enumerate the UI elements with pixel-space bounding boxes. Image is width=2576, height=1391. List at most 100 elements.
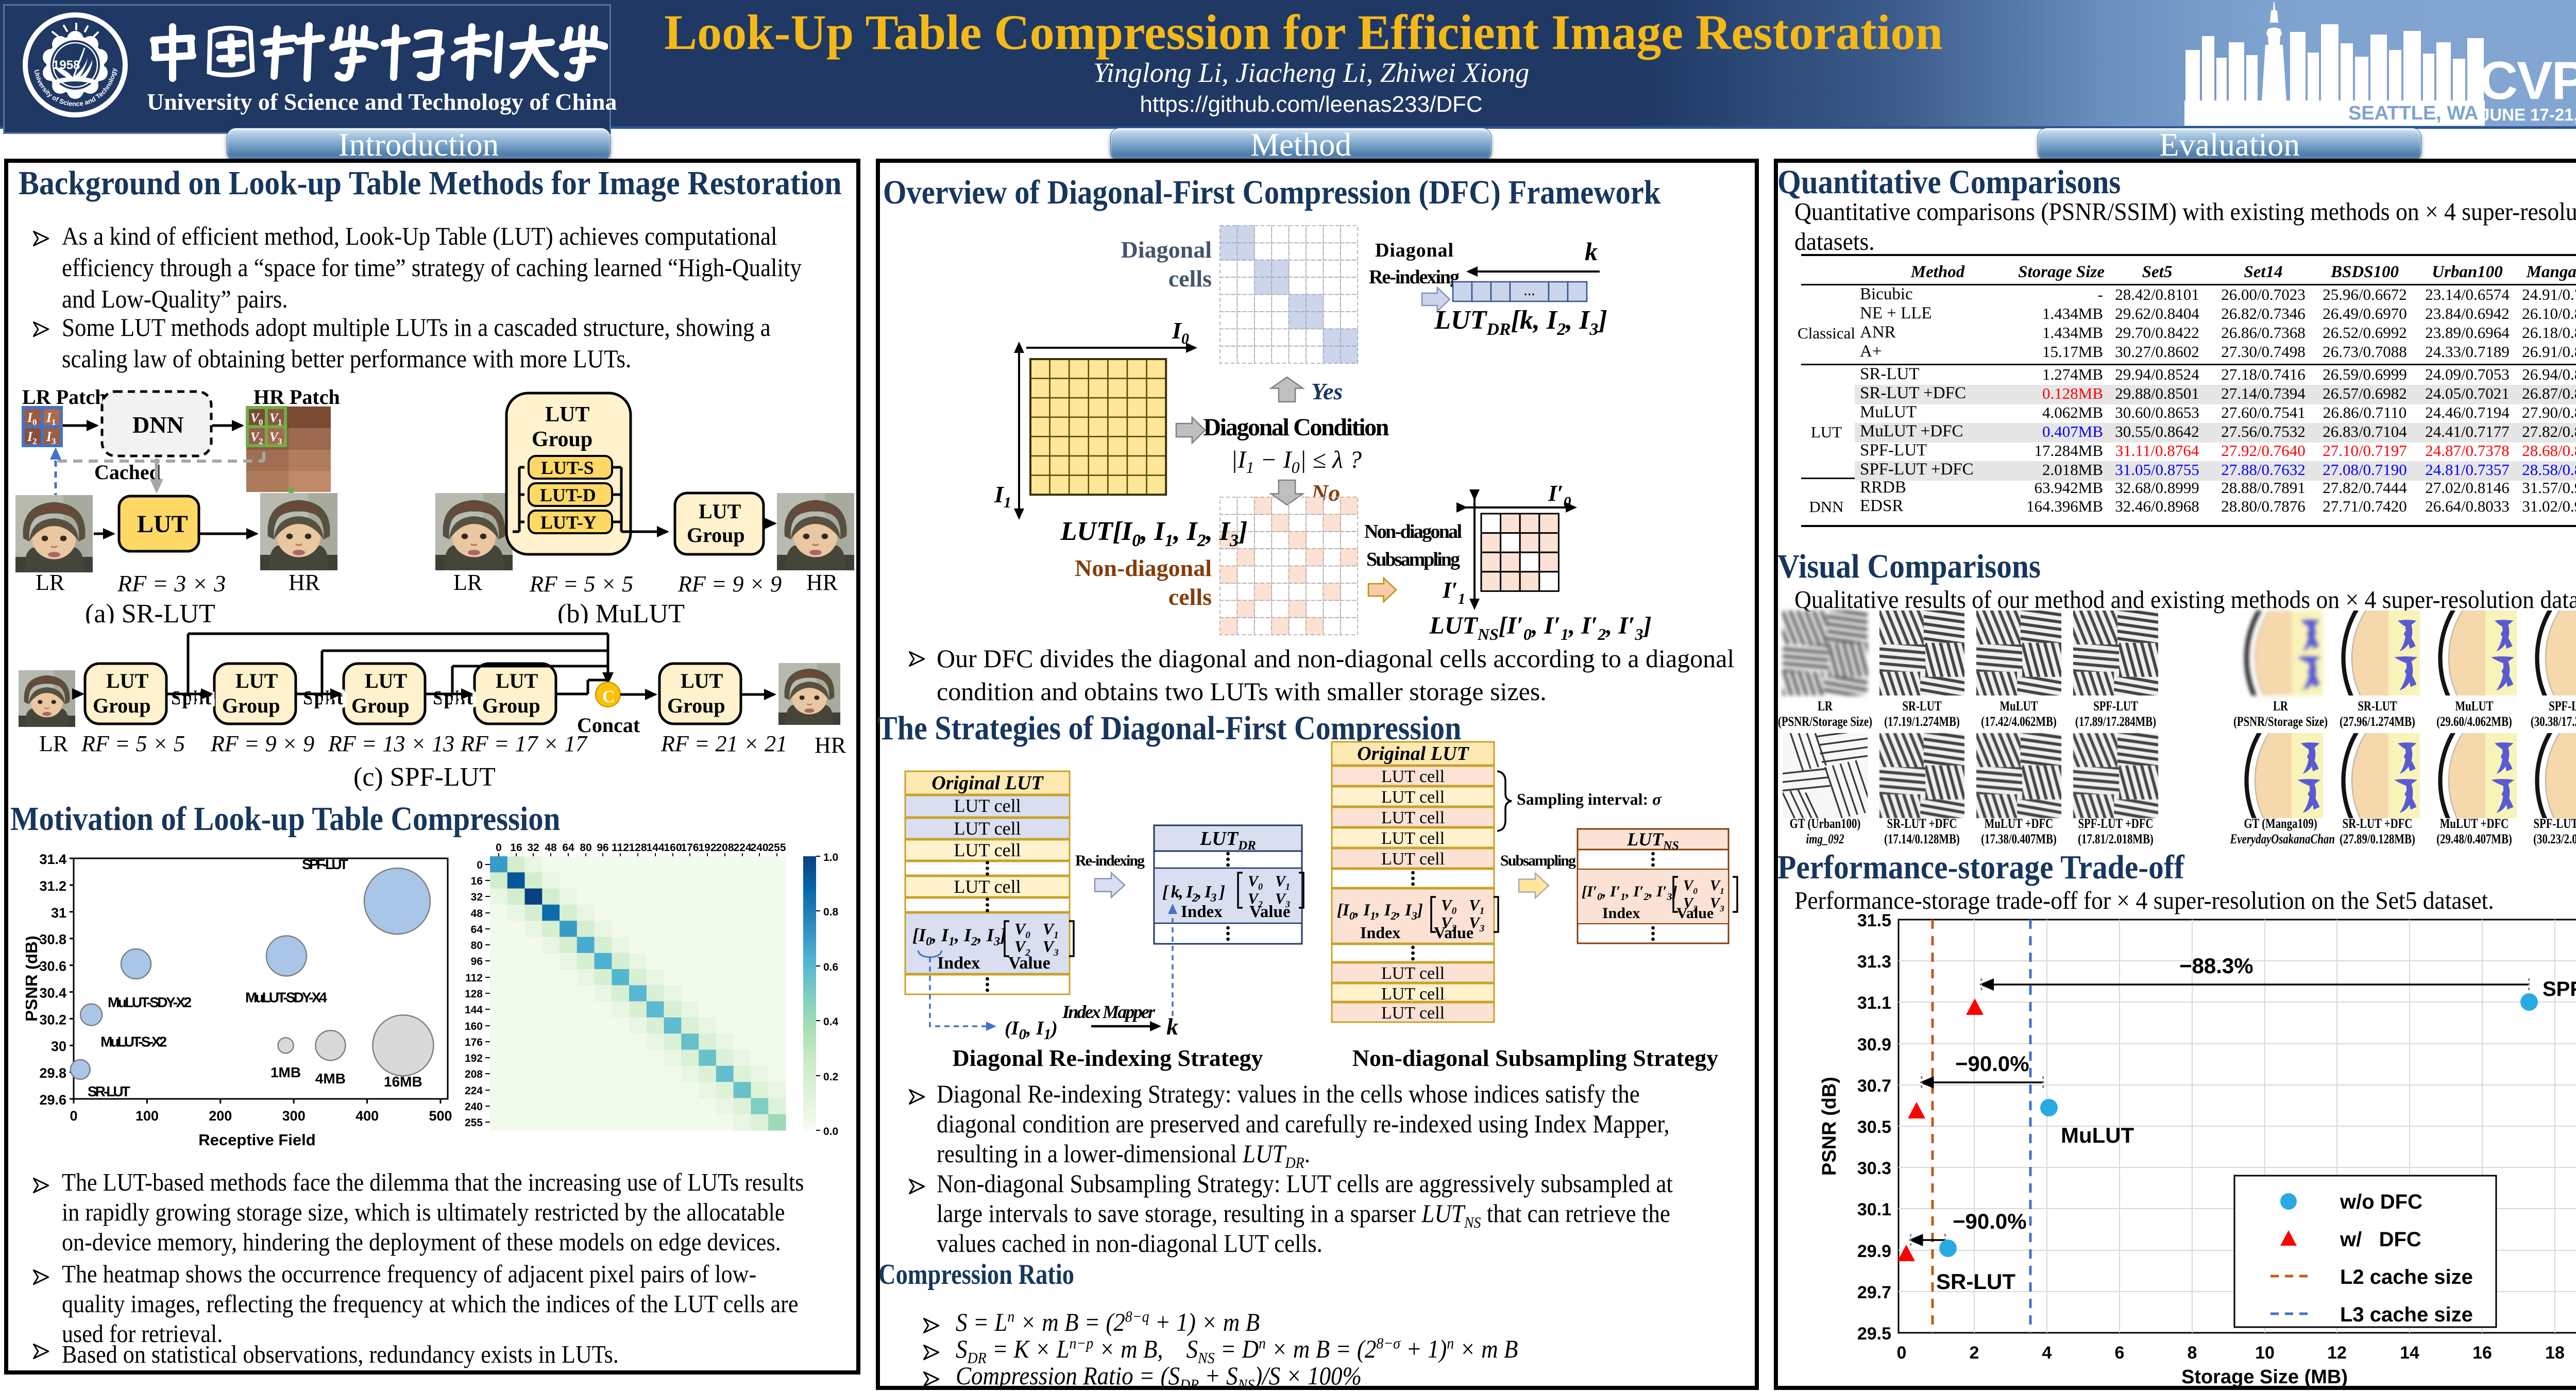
- svg-text:LUT cell: LUT cell: [954, 876, 1021, 897]
- svg-text:RF = 9 × 9: RF = 9 × 9: [677, 571, 782, 597]
- svg-text:Group: Group: [222, 694, 280, 717]
- svg-text:I0: I0: [1172, 317, 1189, 347]
- svg-text:LUT cell: LUT cell: [1381, 850, 1445, 869]
- svg-text:LUT cell: LUT cell: [954, 795, 1021, 816]
- svg-text:100: 100: [135, 1108, 159, 1124]
- svg-text:29.9: 29.9: [1857, 1242, 1891, 1261]
- svg-text:30: 30: [51, 1039, 66, 1054]
- svg-text:RF = 3 × 3: RF = 3 × 3: [117, 570, 226, 597]
- svg-text:Index: Index: [1181, 903, 1223, 921]
- svg-text:LUT cell: LUT cell: [1381, 767, 1445, 786]
- svg-text:176: 176: [465, 1037, 483, 1048]
- svg-text:31.5: 31.5: [1857, 911, 1891, 930]
- svg-text:Group: Group: [667, 694, 725, 717]
- svg-text:12: 12: [2327, 1343, 2347, 1363]
- svg-text:RF = 21 × 21: RF = 21 × 21: [660, 731, 787, 756]
- svg-text:RF = 5 × 5: RF = 5 × 5: [81, 731, 185, 756]
- svg-text:4: 4: [2042, 1343, 2052, 1363]
- svg-text:LR: LR: [453, 570, 483, 595]
- svg-text:Non-diagonal: Non-diagonal: [1075, 555, 1212, 581]
- svg-text:144: 144: [646, 842, 664, 854]
- svg-text:128: 128: [629, 842, 647, 854]
- svg-text:200: 200: [209, 1108, 232, 1124]
- svg-text:SR-LUT: SR-LUT: [88, 1083, 130, 1099]
- svg-text:HR Patch: HR Patch: [253, 385, 340, 409]
- svg-text:I: I: [27, 429, 33, 444]
- svg-text:2: 2: [32, 436, 37, 446]
- svg-text:LUT-D: LUT-D: [540, 485, 596, 505]
- svg-text:0.0: 0.0: [823, 1126, 838, 1138]
- svg-text:Group: Group: [351, 694, 410, 717]
- svg-text:1: 1: [52, 417, 56, 427]
- svg-text:|I1 − I0| ≤ λ ?: |I1 − I0| ≤ λ ?: [1231, 446, 1362, 477]
- svg-text:L3 cache size: L3 cache size: [2340, 1303, 2473, 1326]
- svg-text:Original LUT: Original LUT: [1357, 743, 1469, 765]
- svg-text:Index Mapper: Index Mapper: [1062, 1002, 1156, 1022]
- svg-text:1.0: 1.0: [823, 852, 838, 863]
- svg-text:30.5: 30.5: [1857, 1117, 1891, 1137]
- svg-text:0.8: 0.8: [823, 906, 839, 918]
- svg-text:Index: Index: [1602, 905, 1640, 922]
- svg-text:6: 6: [2115, 1343, 2125, 1363]
- svg-text:PSNR (dB): PSNR (dB): [1819, 1077, 1840, 1176]
- svg-text:29.5: 29.5: [1857, 1324, 1891, 1344]
- svg-text:10: 10: [2255, 1343, 2275, 1363]
- svg-text:30.1: 30.1: [1857, 1200, 1891, 1219]
- svg-text:112: 112: [465, 972, 483, 984]
- svg-text:16: 16: [2472, 1343, 2492, 1363]
- svg-text:SPF-LUT: SPF-LUT: [302, 856, 348, 872]
- svg-text:1: 1: [278, 417, 282, 427]
- svg-text:0: 0: [477, 859, 483, 871]
- svg-text:PSNR (dB): PSNR (dB): [26, 936, 41, 1022]
- svg-text:LR Patch: LR Patch: [22, 385, 106, 409]
- svg-text:144: 144: [465, 1004, 483, 1016]
- svg-text:(a) SR-LUT: (a) SR-LUT: [85, 599, 215, 623]
- svg-text:30.9: 30.9: [1857, 1035, 1891, 1055]
- svg-text:176: 176: [681, 842, 699, 854]
- svg-text:LR: LR: [39, 731, 69, 756]
- svg-text:Group: Group: [482, 694, 540, 717]
- svg-text:224: 224: [465, 1085, 483, 1097]
- svg-text:Value: Value: [1676, 905, 1714, 922]
- svg-text:300: 300: [282, 1108, 306, 1124]
- svg-text:0: 0: [1897, 1343, 1907, 1363]
- svg-text:8: 8: [2188, 1343, 2197, 1363]
- svg-text:DNN: DNN: [132, 412, 184, 438]
- svg-text:Storage Size (MB): Storage Size (MB): [2181, 1366, 2348, 1388]
- svg-text:30.8: 30.8: [39, 932, 66, 947]
- svg-text:48: 48: [471, 908, 483, 920]
- svg-text:160: 160: [664, 842, 682, 854]
- svg-text:SPF-LUT: SPF-LUT: [2543, 978, 2576, 1000]
- svg-text:30.2: 30.2: [39, 1012, 66, 1027]
- svg-text:LUT cell: LUT cell: [1381, 829, 1445, 848]
- svg-text:Non-diagonal: Non-diagonal: [1364, 521, 1462, 542]
- svg-text:192: 192: [465, 1053, 483, 1064]
- svg-text:LUT: LUT: [545, 403, 589, 427]
- svg-text:[I′0, I′1, I′2, I′3]: [I′0, I′1, I′2, I′3]: [1582, 883, 1677, 903]
- svg-text:k: k: [1585, 237, 1598, 266]
- svg-text:CVPR: CVPR: [2479, 51, 2576, 111]
- svg-text:I′1: I′1: [1442, 578, 1466, 607]
- svg-text:LUT-Y: LUT-Y: [540, 512, 597, 533]
- svg-text:RF = 13 × 13: RF = 13 × 13: [328, 731, 454, 756]
- svg-text:Group: Group: [532, 428, 592, 451]
- svg-text:LUT cell: LUT cell: [954, 818, 1021, 839]
- svg-text:Yes: Yes: [1311, 378, 1343, 404]
- svg-text:96: 96: [471, 956, 483, 968]
- svg-text:31: 31: [51, 905, 66, 921]
- svg-text:MuLUT-SDY-X2: MuLUT-SDY-X2: [108, 994, 192, 1010]
- svg-text:HR: HR: [815, 733, 846, 758]
- svg-text:w/o DFC: w/o DFC: [2340, 1191, 2422, 1213]
- svg-text:LUT cell: LUT cell: [1381, 1004, 1445, 1023]
- svg-text:160: 160: [465, 1021, 483, 1032]
- svg-text:64: 64: [471, 924, 483, 936]
- svg-text:80: 80: [471, 940, 483, 952]
- svg-text:112: 112: [612, 842, 629, 854]
- svg-text:Value: Value: [1008, 954, 1050, 973]
- svg-text:48: 48: [545, 842, 557, 854]
- svg-text:−90.0%: −90.0%: [1955, 1051, 2029, 1076]
- svg-text:2: 2: [1970, 1343, 1979, 1363]
- svg-text:Subsampling: Subsampling: [1500, 852, 1576, 869]
- svg-text:Group: Group: [93, 694, 151, 717]
